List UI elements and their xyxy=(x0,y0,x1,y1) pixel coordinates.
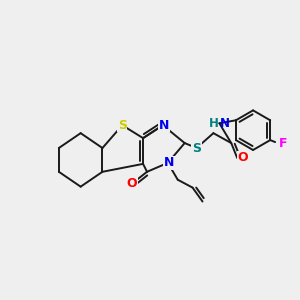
Text: O: O xyxy=(238,152,248,164)
Text: F: F xyxy=(279,136,287,150)
Text: H: H xyxy=(208,117,218,130)
Text: N: N xyxy=(159,119,169,132)
Text: N: N xyxy=(220,117,230,130)
Text: N: N xyxy=(164,156,174,170)
Text: S: S xyxy=(118,119,127,132)
Text: O: O xyxy=(127,177,137,190)
Text: S: S xyxy=(192,142,201,154)
